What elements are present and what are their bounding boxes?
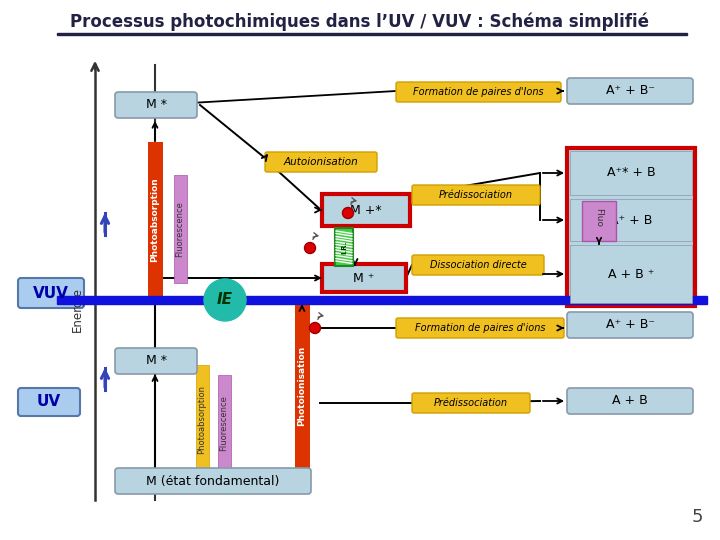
Text: IE: IE — [217, 293, 233, 307]
Text: A⁺ + B⁻: A⁺ + B⁻ — [606, 319, 654, 332]
Text: 5: 5 — [691, 508, 703, 526]
Text: A + B ⁺: A + B ⁺ — [608, 267, 654, 280]
FancyBboxPatch shape — [18, 278, 84, 308]
Circle shape — [310, 322, 320, 334]
Bar — [570, 199, 692, 241]
FancyBboxPatch shape — [567, 312, 693, 338]
Text: Photoionisation: Photoionisation — [297, 346, 307, 426]
Bar — [295, 304, 310, 469]
Text: Formation de paires d'Ions: Formation de paires d'Ions — [413, 87, 544, 97]
Text: Autoionisation: Autoionisation — [284, 157, 359, 167]
FancyBboxPatch shape — [115, 468, 311, 494]
FancyBboxPatch shape — [115, 348, 197, 374]
FancyBboxPatch shape — [396, 82, 561, 102]
Text: M ⁺: M ⁺ — [354, 272, 374, 285]
Bar — [218, 375, 231, 472]
Bar — [174, 175, 187, 283]
Bar — [148, 142, 163, 298]
Text: Dissociation directe: Dissociation directe — [430, 260, 526, 270]
Circle shape — [343, 207, 354, 219]
Text: Photoabsorption: Photoabsorption — [150, 178, 160, 262]
Text: I.R.: I.R. — [341, 240, 347, 254]
FancyBboxPatch shape — [396, 318, 564, 338]
Bar — [322, 264, 406, 292]
FancyBboxPatch shape — [265, 152, 377, 172]
Text: Photoabsorption: Photoabsorption — [197, 386, 207, 455]
Bar — [582, 201, 616, 241]
Text: Fluorescence: Fluorescence — [220, 395, 228, 451]
Text: Fluorescence: Fluorescence — [176, 201, 184, 257]
Text: M +*: M +* — [350, 204, 382, 217]
Text: M *: M * — [145, 354, 166, 368]
Text: Energie: Energie — [71, 287, 84, 333]
FancyBboxPatch shape — [18, 388, 80, 416]
Circle shape — [204, 279, 246, 321]
Text: VUV: VUV — [33, 286, 69, 300]
Text: A⁺ + B⁻: A⁺ + B⁻ — [606, 84, 654, 98]
Text: Fluo: Fluo — [595, 208, 603, 227]
FancyBboxPatch shape — [567, 78, 693, 104]
Bar — [570, 151, 692, 195]
Bar — [567, 148, 695, 306]
Bar — [196, 365, 209, 475]
Circle shape — [305, 242, 315, 253]
Text: A + B: A + B — [612, 395, 648, 408]
FancyBboxPatch shape — [412, 185, 540, 205]
Text: A⁺* + B: A⁺* + B — [607, 166, 655, 179]
Bar — [322, 194, 410, 226]
Text: Prédissociation: Prédissociation — [439, 190, 513, 200]
Bar — [57, 296, 707, 304]
FancyBboxPatch shape — [567, 388, 693, 414]
Text: M *: M * — [145, 98, 166, 111]
Text: M (état fondamental): M (état fondamental) — [146, 475, 279, 488]
FancyBboxPatch shape — [115, 92, 197, 118]
Text: Prédissociation: Prédissociation — [434, 398, 508, 408]
Text: A⁺ + B: A⁺ + B — [610, 213, 652, 226]
Bar — [570, 245, 692, 303]
Bar — [57, 33, 687, 35]
FancyBboxPatch shape — [412, 393, 530, 413]
Text: Formation de paires d'ions: Formation de paires d'ions — [415, 323, 545, 333]
Text: UV: UV — [37, 395, 61, 409]
FancyBboxPatch shape — [412, 255, 544, 275]
Text: Processus photochimiques dans l’UV / VUV : Schéma simplifié: Processus photochimiques dans l’UV / VUV… — [71, 13, 649, 31]
Bar — [335, 228, 353, 266]
